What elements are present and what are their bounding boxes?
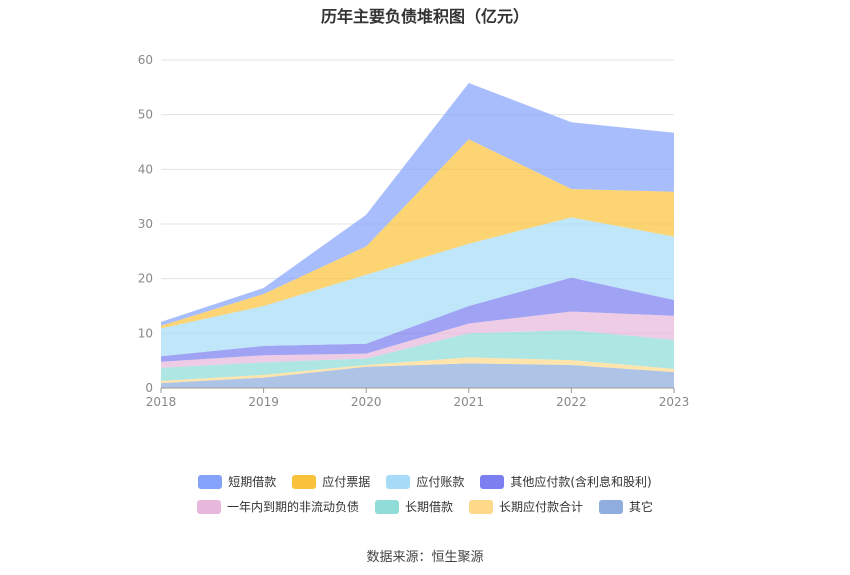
legend-label: 短期借款 — [228, 475, 277, 489]
legend-swatch — [386, 474, 411, 489]
y-tick-label: 20 — [138, 272, 153, 286]
area-长期应付款合计 — [161, 357, 674, 384]
legend-swatch — [469, 499, 493, 514]
legend-item[interactable]: 应付账款 — [386, 473, 464, 490]
legend-label: 应付票据 — [322, 475, 371, 489]
legend-row-2: 一年内到期的非流动负债 长期借款 长期应付款合计 其它 — [0, 498, 850, 515]
area-其它 — [161, 363, 674, 388]
legend-row-1: 短期借款 应付票据 应付账款 其他应付款(含利息和股利) — [0, 473, 850, 490]
legend-swatch — [374, 499, 399, 514]
y-tick-label: 10 — [138, 326, 153, 340]
legend-swatch — [292, 474, 317, 489]
stacked-area-chart: 0 10 20 30 40 50 60 2018 2019 2020 2021 2022 2023 — [138, 53, 690, 409]
legend-item[interactable]: 短期借款 — [198, 473, 276, 490]
legend-swatch — [198, 474, 223, 489]
y-tick-label: 60 — [138, 53, 153, 67]
area-series — [161, 83, 674, 388]
legend-label: 长期借款 — [404, 500, 453, 514]
x-tick-label: 2022 — [556, 395, 587, 409]
area-一年内到期的非流动负债 — [161, 311, 674, 368]
legend-item[interactable]: 一年内到期的非流动负债 — [196, 498, 359, 515]
area-其他应付款(含利息和股利) — [161, 277, 674, 362]
area-长期借款 — [161, 330, 674, 381]
x-tick-label: 2021 — [454, 395, 485, 409]
chart-title: 历年主要负债堆积图（亿元） — [320, 7, 529, 26]
x-tick-label: 2019 — [248, 395, 279, 409]
legend-item[interactable]: 其它 — [599, 498, 653, 515]
area-应付票据 — [161, 139, 674, 329]
x-tick-label: 2023 — [659, 395, 690, 409]
x-tick-label: 2018 — [146, 395, 177, 409]
legend-item[interactable]: 长期应付款合计 — [469, 498, 583, 515]
axes: 0 10 20 30 40 50 60 2018 2019 2020 2021 2022 2023 — [138, 53, 690, 409]
area-应付账款 — [161, 217, 674, 357]
legend-swatch — [599, 499, 624, 514]
y-tick-label: 0 — [145, 381, 153, 395]
legend-label: 一年内到期的非流动负债 — [226, 500, 359, 514]
legend-item[interactable]: 长期借款 — [374, 498, 453, 515]
legend-label: 应付账款 — [416, 475, 465, 489]
x-tick-label: 2020 — [351, 395, 382, 409]
y-tick-label: 40 — [138, 162, 153, 176]
y-tick-label: 50 — [138, 108, 153, 122]
legend-item[interactable]: 应付票据 — [292, 473, 370, 490]
legend-swatch — [480, 474, 505, 489]
legend-label: 其它 — [629, 500, 654, 514]
legend-swatch — [196, 499, 221, 514]
legend-label: 其他应付款(含利息和股利) — [510, 475, 652, 489]
y-tick-label: 30 — [138, 217, 153, 231]
area-短期借款 — [161, 83, 674, 326]
source-label: 数据来源：恒生聚源 — [366, 550, 484, 565]
legend-item[interactable]: 其他应付款(含利息和股利) — [480, 473, 652, 490]
legend-label: 长期应付款合计 — [499, 500, 584, 514]
